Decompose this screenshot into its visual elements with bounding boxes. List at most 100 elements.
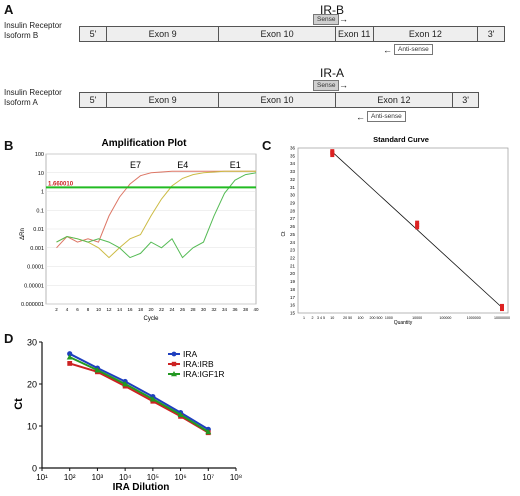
dilution-marker-ira-igf1r	[177, 411, 184, 418]
standard-curve-y-tick-label: 34	[290, 161, 296, 166]
ir-b-antisense-primer: Anti-sense	[394, 44, 433, 55]
standard-curve-point	[330, 149, 335, 154]
standard-curve-x-tick-label: 10000	[412, 316, 422, 320]
amplification-x-tick-label: 24	[169, 307, 175, 312]
standard-curve-x-tick-label: 1000000	[467, 316, 481, 320]
amplification-x-tick-label: 22	[159, 307, 165, 312]
standard-curve-y-tick-label: 35	[290, 153, 296, 158]
standard-curve-x-tick-label: 100	[358, 316, 364, 320]
dilution-legend-label: IRA	[183, 349, 198, 359]
amplification-x-tick-label: 6	[76, 307, 79, 312]
ir-a-sense-primer: Sense	[313, 80, 340, 91]
amplification-x-axis-label: Cycle	[143, 316, 159, 322]
standard-curve-y-tick-label: 30	[290, 193, 296, 198]
dilution-line-ira-irb	[69, 362, 209, 434]
dilution-legend-marker	[171, 361, 177, 367]
curve-label-e1: E1	[230, 160, 241, 170]
isoform-b-segment-exon10: Exon 10	[219, 27, 336, 41]
amplification-y-ticks: 100 10 1 0.1 0.01 0.001 0.0001 0.00001 0.000001	[21, 152, 44, 308]
dilution-x-tick-label: 10⁷	[202, 473, 214, 482]
isoform-a-segment-5prime: 5'	[80, 93, 107, 107]
amplification-curves	[56, 170, 257, 259]
amplification-x-tick-label: 28	[190, 307, 196, 312]
ir-b-primer-title: IR-B	[320, 3, 344, 17]
standard-curve-y-tick-label: 16	[290, 303, 296, 308]
isoform-b-gene-bar: 5' Exon 9 Exon 10 Exon 11 Exon 12 3'	[79, 26, 505, 42]
isoform-a-gene-bar: 5' Exon 9 Exon 10 Exon 12 3'	[79, 92, 479, 108]
standard-curve-x-tick-label: 2	[312, 316, 314, 320]
standard-curve-y-tick-label: 26	[290, 224, 296, 229]
standard-curve-y-tick-label: 36	[290, 146, 296, 151]
standard-curve-plot: Standard Curve 36 35 34 33 32 31 30 29 28 27 26 25 2…	[281, 135, 510, 326]
standard-curve-fit-line	[332, 151, 503, 308]
amplification-x-tick-label: 36	[232, 307, 238, 312]
amplification-y-tick-label: 0.0001	[27, 265, 44, 271]
standard-curve-point	[415, 220, 420, 225]
dilution-legend-label: IRA:IRB	[183, 359, 214, 369]
standard-curve-point	[500, 307, 504, 312]
standard-curve-x-tick-label: 100000	[439, 316, 451, 320]
dilution-x-axis-label: IRA Dilution	[113, 482, 170, 493]
isoform-b-segment-exon11: Exon 11	[336, 27, 374, 41]
standard-curve-y-tick-label: 29	[290, 201, 296, 206]
isoform-b-label-line2: Isoform B	[4, 31, 39, 40]
standard-curve-y-tick-label: 21	[290, 263, 296, 268]
standard-curve-y-tick-label: 28	[290, 208, 296, 213]
amplification-x-tick-label: 40	[253, 307, 259, 312]
ir-a-primer-title: IR-A	[320, 66, 344, 80]
standard-curve-x-tick-label: 200 500	[369, 316, 382, 320]
standard-curve-y-tick-label: 22	[290, 256, 296, 261]
standard-curve-y-tick-label: 27	[290, 216, 296, 221]
standard-curve-y-tick-label: 15	[290, 311, 296, 316]
dilution-legend-marker	[171, 351, 177, 357]
amplification-curve-e4	[56, 170, 256, 259]
dilution-x-ticks: 10¹ 10² 10³ 10⁴ 10⁵ 10⁶ 10⁷ 10⁸	[36, 468, 242, 482]
dilution-y-ticks: 0 10 20 30	[27, 338, 42, 474]
isoform-a-label: Insulin Receptor Isoform A	[4, 88, 62, 108]
dilution-x-tick-label: 10²	[64, 473, 76, 482]
curve-label-e7: E7	[130, 160, 141, 170]
amplification-x-tick-label: 14	[117, 307, 123, 312]
standard-curve-y-tick-label: 20	[290, 271, 296, 276]
isoform-b-segment-exon9: Exon 9	[107, 27, 220, 41]
standard-curve-y-tick-label: 33	[290, 169, 296, 174]
amplification-x-tick-label: 2	[55, 307, 58, 312]
threshold-label: 1.660010	[48, 181, 74, 187]
panel-a-letter: A	[4, 2, 14, 17]
amplification-x-tick-label: 18	[138, 307, 144, 312]
dilution-x-tick-label: 10³	[92, 473, 104, 482]
isoform-a-segment-exon12: Exon 12	[336, 93, 454, 107]
standard-curve-y-tick-label: 19	[290, 279, 296, 284]
dilution-x-tick-label: 10⁸	[230, 473, 242, 482]
panel-d-letter: D	[4, 331, 14, 346]
amplification-x-tick-label: 8	[87, 307, 90, 312]
standard-curve-x-axis-label: Quantity	[394, 320, 413, 326]
dilution-x-tick-label: 10⁶	[174, 473, 186, 482]
isoform-b-segment-3prime: 3'	[487, 29, 495, 39]
amplification-x-tick-label: 20	[148, 307, 154, 312]
standard-curve-y-tick-label: 18	[290, 287, 296, 292]
standard-curve-points	[330, 149, 504, 312]
dilution-axes	[41, 342, 236, 469]
standard-curve-point	[500, 303, 504, 308]
isoform-b-segment-exon12: Exon 12	[374, 27, 479, 41]
dilution-legend-label: IRA:IGF1R	[183, 369, 225, 379]
dilution-x-tick-label: 10¹	[36, 473, 48, 482]
standard-curve-y-ticks: 36 35 34 33 32 31 30 29 28 27 26 25 24 23 22 21 20 19 18 17…	[290, 146, 296, 316]
ir-b-antisense-arrow-icon: ←	[383, 45, 392, 55]
ir-a-antisense-arrow-icon: ←	[356, 112, 365, 122]
amplification-y-tick-label: 0.01	[33, 227, 44, 233]
isoform-a-segment-exon9: Exon 9	[107, 93, 220, 107]
amplification-x-tick-label: 10	[96, 307, 102, 312]
ir-a-antisense-primer: Anti-sense	[367, 111, 406, 122]
standard-curve-x-tick-label: 10	[330, 316, 334, 320]
panel-b-letter: B	[4, 138, 14, 153]
amplification-x-ticks: 2 4 6 8 10 12 14 16 18 20 22 24 26 28 30 32 34 36 38 40	[55, 307, 259, 312]
amplification-x-tick-label: 26	[180, 307, 186, 312]
amplification-y-tick-label: 100	[35, 152, 44, 158]
standard-curve-y-tick-label: 31	[290, 185, 296, 190]
dilution-marker-ira-irb	[67, 361, 73, 366]
standard-curve-y-tick-label: 25	[290, 232, 296, 237]
